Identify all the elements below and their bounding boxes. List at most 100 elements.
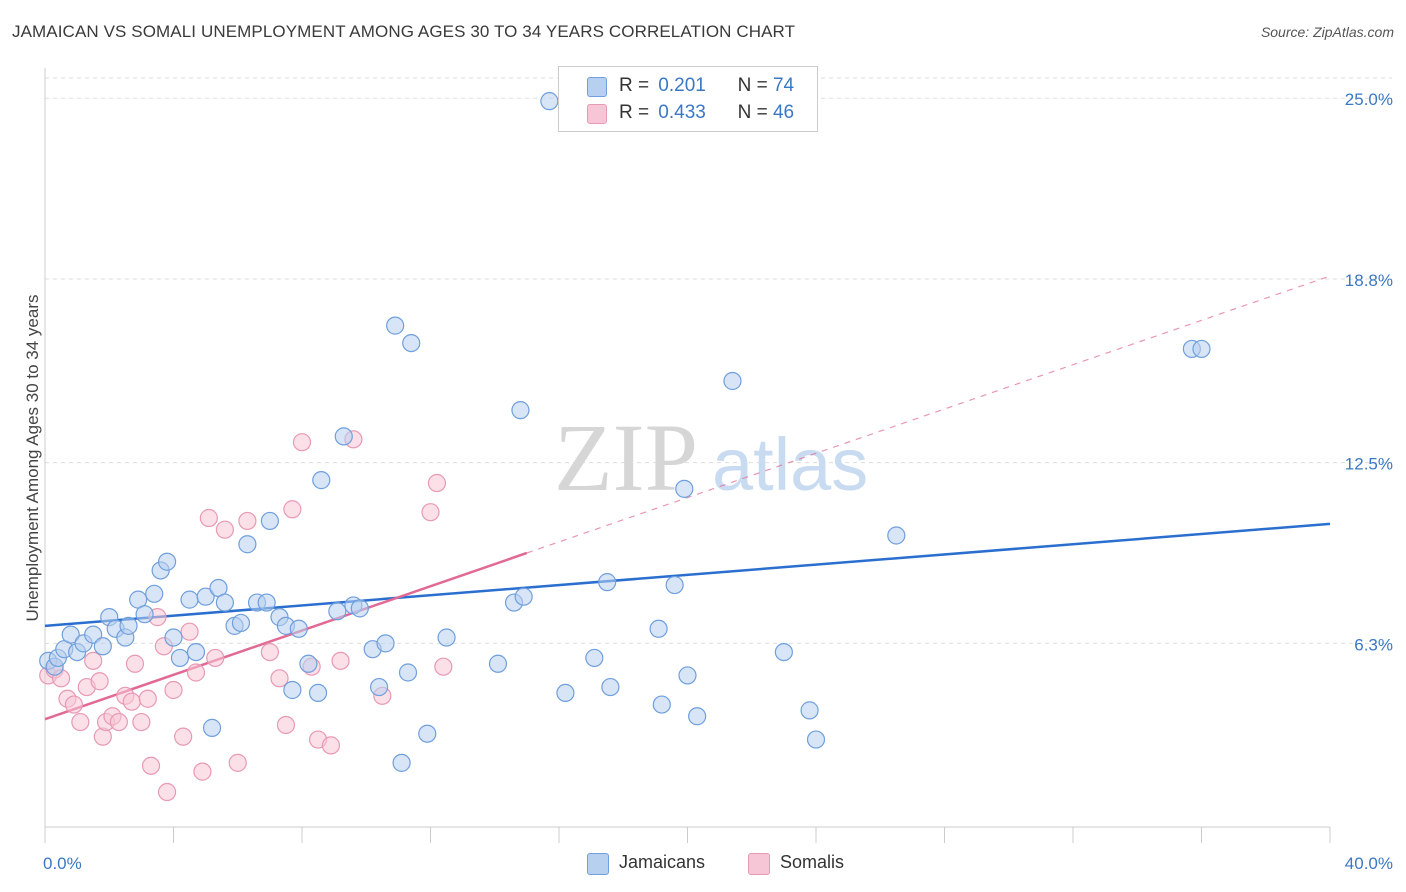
jamaicans-trend-line	[44, 522, 1331, 628]
somalis-point	[206, 648, 225, 668]
bottom-legend-label-somalis: Somalis	[780, 852, 845, 872]
grid-lines	[45, 77, 1392, 644]
jamaicans-point	[260, 511, 279, 531]
somalis-point	[283, 500, 302, 519]
jamaicans-point	[556, 683, 575, 703]
legend-swatch-somalis	[587, 104, 607, 124]
jamaicans-point	[119, 616, 138, 635]
jamaicans-point	[800, 701, 819, 720]
somalis-point	[215, 520, 234, 539]
jamaicans-point	[145, 584, 164, 603]
legend-row-jamaicans: R = 0.201 N = 74	[619, 75, 794, 99]
jamaicans-point	[135, 605, 154, 624]
jamaicans-point	[231, 613, 251, 633]
jamaicans-point	[887, 526, 906, 545]
somalis-point	[270, 669, 289, 688]
jamaicans-point	[215, 593, 234, 612]
somalis-point	[276, 715, 296, 735]
jamaicans-point	[289, 619, 308, 638]
jamaicans-point	[392, 753, 411, 772]
jamaicans-point	[370, 677, 389, 697]
somalis-point	[321, 736, 341, 755]
somalis-point	[199, 508, 218, 528]
somalis-point	[64, 695, 84, 714]
jamaicans-point	[93, 637, 112, 656]
data-points	[39, 92, 1211, 802]
jamaicans-point	[157, 552, 177, 571]
y-tick-label: 12.5%	[1345, 455, 1393, 474]
somalis-point	[71, 712, 90, 732]
jamaicans-point	[688, 707, 707, 726]
somalis-point	[138, 689, 157, 708]
somalis-point	[292, 433, 312, 452]
watermark: ZIP atlas	[554, 404, 868, 511]
legend: R = 0.201 N = 74 R = 0.433 N = 46	[558, 66, 818, 132]
jamaicans-point	[180, 590, 199, 609]
somalis-point	[90, 672, 109, 691]
jamaicans-point	[649, 619, 668, 638]
jamaicans-point	[334, 427, 353, 446]
y-axis-title: Unemployment Among Ages 30 to 34 years	[23, 295, 42, 622]
somalis-point	[193, 762, 212, 781]
axes	[44, 68, 1331, 843]
legend-r-label: R =	[619, 102, 650, 123]
jamaicans-point	[652, 695, 671, 714]
jamaicans-point	[511, 401, 530, 420]
tick-labels: 6.3% 12.5% 18.8% 25.0% 0.0% 40.0%	[43, 90, 1393, 873]
watermark-zip: ZIP	[554, 404, 698, 511]
jamaicans-point	[402, 334, 421, 353]
somalis-point	[238, 511, 257, 531]
bottom-legend-swatch-jamaicans	[587, 853, 609, 875]
watermark-atlas: atlas	[712, 423, 868, 506]
somalis-point	[434, 657, 453, 676]
somalis-point	[228, 753, 247, 772]
somalis-point	[260, 642, 279, 662]
somalis-point	[141, 756, 161, 775]
bottom-legend-label-jamaicans: Jamaicans	[619, 852, 706, 872]
somalis-point	[331, 651, 350, 670]
legend-row-somalis: R = 0.433 N = 46	[619, 102, 794, 126]
x-tick-label: 0.0%	[43, 854, 82, 873]
jamaicans-point	[283, 680, 302, 700]
source-label: Source: ZipAtlas.com	[1260, 24, 1394, 40]
somalis-point	[109, 712, 128, 732]
jamaicans-point	[488, 654, 508, 673]
jamaicans-point	[540, 92, 559, 111]
bottom-legend-swatch-somalis	[748, 853, 770, 875]
jamaicans-point	[350, 599, 369, 618]
legend-n-value: 74	[772, 75, 795, 96]
legend-swatch-jamaicans	[587, 77, 607, 97]
legend-r-label: R =	[619, 75, 650, 96]
y-tick-label: 18.8%	[1345, 271, 1393, 290]
jamaicans-point	[774, 642, 793, 662]
jamaicans-point	[186, 642, 206, 662]
jamaicans-point	[164, 628, 183, 647]
jamaicans-point	[84, 625, 103, 644]
legend-n-value: 46	[772, 102, 795, 123]
jamaicans-point	[257, 593, 276, 612]
somalis-point	[157, 782, 177, 802]
jamaicans-point	[806, 730, 826, 749]
legend-n-label: N =	[737, 102, 768, 123]
jamaicans-point	[675, 479, 694, 498]
jamaicans-point	[312, 471, 331, 490]
jamaicans-point	[196, 587, 215, 606]
y-tick-label: 25.0%	[1345, 90, 1393, 109]
jamaicans-point	[386, 316, 405, 335]
jamaicans-point	[418, 724, 437, 743]
somalis-trend-extension	[526, 275, 1331, 554]
jamaicans-point	[376, 634, 395, 653]
jamaicans-point	[308, 683, 328, 703]
jamaicans-point	[238, 535, 257, 554]
jamaicans-point	[585, 648, 604, 668]
trend-lines	[44, 275, 1331, 721]
somalis-point	[174, 727, 193, 746]
somalis-point	[122, 692, 141, 711]
jamaicans-point	[61, 625, 80, 644]
jamaicans-point	[299, 654, 318, 673]
jamaicans-point	[598, 573, 617, 592]
legend-n-label: N =	[737, 75, 768, 96]
somalis-point	[421, 503, 440, 522]
jamaicans-point	[514, 587, 533, 606]
